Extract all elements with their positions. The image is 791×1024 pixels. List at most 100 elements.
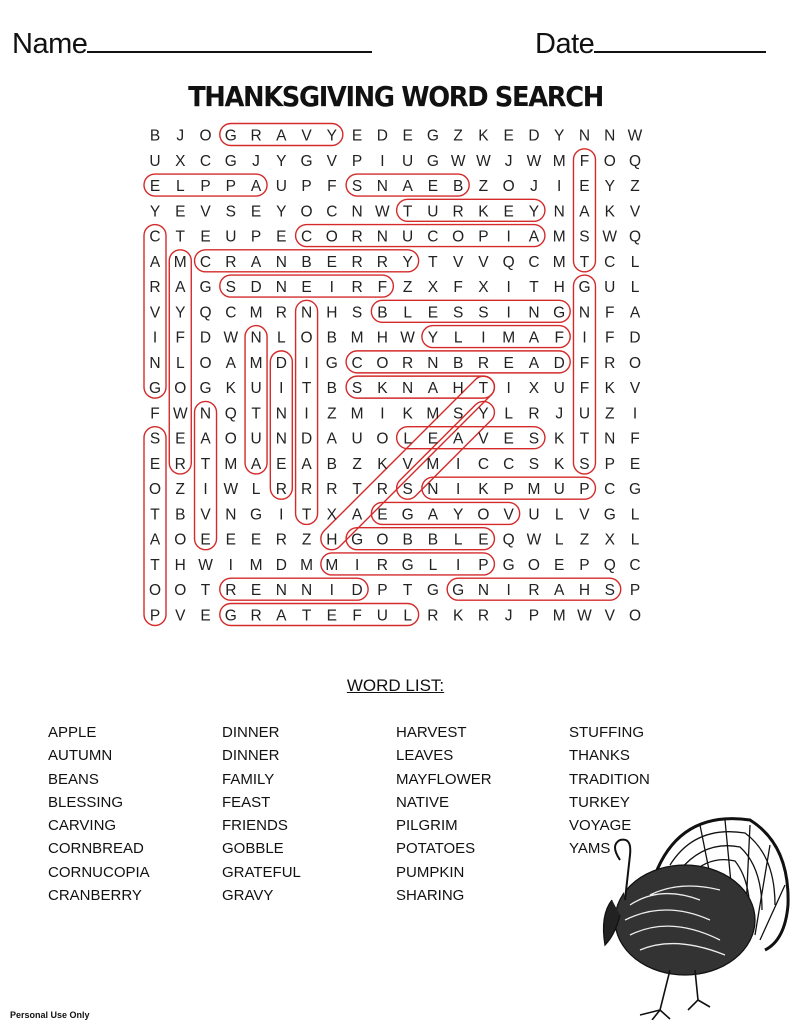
grid-letter: L xyxy=(403,608,412,625)
grid-letter: E xyxy=(200,608,210,625)
grid-letter: V xyxy=(175,608,186,625)
grid-letter: X xyxy=(428,279,439,296)
grid-letter: Z xyxy=(580,532,589,549)
grid-letter: M xyxy=(250,304,263,321)
grid-letter: X xyxy=(327,506,338,523)
grid-letter: J xyxy=(505,153,513,170)
grid-letter: G xyxy=(326,355,338,372)
word-list-item: GRAVY xyxy=(222,887,274,905)
word-list-item: BEANS xyxy=(48,770,99,788)
grid-letter: M xyxy=(426,405,439,422)
grid-letter: N xyxy=(276,279,287,296)
grid-letter: Y xyxy=(605,178,615,195)
grid-letter: R xyxy=(250,608,261,625)
grid-letter: C xyxy=(427,229,438,246)
grid-letter: E xyxy=(251,582,261,599)
grid-letter: I xyxy=(229,557,233,574)
found-word-circle-autumn xyxy=(244,324,268,475)
grid-letter: R xyxy=(478,355,489,372)
grid-letter: E xyxy=(251,203,261,220)
grid-letter: W xyxy=(577,608,592,625)
found-word-circle-pumpkin xyxy=(421,476,597,500)
grid-letter: N xyxy=(579,128,590,145)
grid-letter: O xyxy=(452,229,464,246)
grid-letter: Y xyxy=(529,203,539,220)
found-word-circle-feast xyxy=(572,148,597,273)
grid-letter: Q xyxy=(629,229,641,246)
grid-letter: W xyxy=(400,330,415,347)
grid-letter: S xyxy=(352,380,362,397)
grid-letter: X xyxy=(175,153,186,170)
grid-letter: I xyxy=(279,380,283,397)
name-field[interactable]: Name xyxy=(12,28,373,61)
grid-letter: E xyxy=(251,532,261,549)
grid-letter: O xyxy=(301,330,313,347)
date-label: Date xyxy=(535,28,595,60)
grid-letter: M xyxy=(553,254,566,271)
grid-letter: M xyxy=(325,557,338,574)
grid-letter: O xyxy=(174,380,186,397)
grid-letter: R xyxy=(528,582,539,599)
grid-letter: C xyxy=(528,254,539,271)
grid-letter: A xyxy=(453,431,464,448)
grid-letter: E xyxy=(200,229,210,246)
grid-letter: Z xyxy=(453,128,462,145)
grid-letter: E xyxy=(428,431,438,448)
grid-letter: I xyxy=(507,380,511,397)
grid-letter: V xyxy=(630,380,641,397)
grid-letter: R xyxy=(276,481,287,498)
grid-letter: I xyxy=(456,557,460,574)
grid-letter: V xyxy=(453,254,464,271)
grid-letter: C xyxy=(200,153,211,170)
grid-letter: I xyxy=(507,229,511,246)
grid-letter: G xyxy=(427,153,439,170)
grid-letter: T xyxy=(150,557,160,574)
grid-letter: M xyxy=(250,355,263,372)
grid-letter: O xyxy=(376,431,388,448)
grid-letter: H xyxy=(377,330,388,347)
grid-letter: G xyxy=(427,128,439,145)
grid-letter: V xyxy=(478,431,489,448)
name-line[interactable] xyxy=(87,50,373,53)
found-word-circle-apple xyxy=(143,173,268,197)
grid-letter: K xyxy=(377,380,388,397)
grid-letter: N xyxy=(276,405,287,422)
grid-letter: I xyxy=(304,405,308,422)
grid-letter: J xyxy=(530,178,538,195)
date-line[interactable] xyxy=(594,50,767,53)
grid-letter: K xyxy=(377,456,388,473)
grid-letter: O xyxy=(174,582,186,599)
grid-letter: Q xyxy=(225,405,237,422)
grid-letter: U xyxy=(377,608,388,625)
grid-letter: Y xyxy=(276,203,286,220)
grid-letter: R xyxy=(604,355,615,372)
grid-letter: Y xyxy=(478,405,488,422)
grid-letter: F xyxy=(453,279,462,296)
grid-letter: H xyxy=(326,532,337,549)
grid-letter: P xyxy=(301,178,311,195)
word-list-item: MAYFLOWER xyxy=(396,770,492,788)
word-list-item: FRIENDS xyxy=(222,817,288,835)
grid-letter: Y xyxy=(428,330,438,347)
grid-letter: L xyxy=(252,481,261,498)
grid-letter: F xyxy=(378,279,387,296)
grid-letter: O xyxy=(503,178,515,195)
date-field[interactable]: Date xyxy=(535,28,767,61)
grid-letter: I xyxy=(355,557,359,574)
grid-letter: M xyxy=(174,254,187,271)
grid-letter: S xyxy=(453,304,463,321)
grid-letter: T xyxy=(529,279,539,296)
grid-letter: R xyxy=(225,254,236,271)
found-word-circle-native xyxy=(193,400,218,551)
grid-letter: Y xyxy=(276,153,286,170)
grid-letter: R xyxy=(453,203,464,220)
grid-letter: S xyxy=(579,229,589,246)
grid-letter: R xyxy=(377,481,388,498)
found-word-circle-harvest xyxy=(320,375,496,551)
grid-letter: Z xyxy=(302,532,311,549)
grid-letter: Q xyxy=(503,254,515,271)
grid-letter: E xyxy=(327,608,337,625)
turkey-illustration xyxy=(602,817,790,1020)
grid-letter: P xyxy=(529,608,539,625)
grid-letter: N xyxy=(377,178,388,195)
